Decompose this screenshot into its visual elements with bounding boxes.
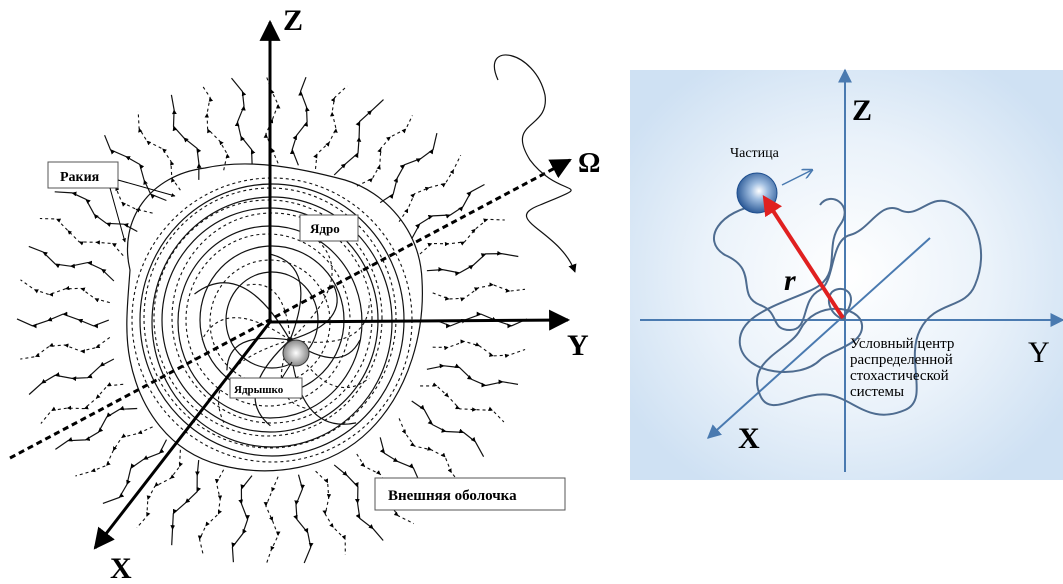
particle-label: Частица bbox=[730, 146, 780, 161]
field-line bbox=[16, 311, 110, 329]
field-line bbox=[197, 469, 225, 557]
field-line bbox=[356, 115, 413, 187]
field-line bbox=[231, 77, 256, 165]
field-line bbox=[39, 217, 124, 256]
yadryshko-callout: Ядрышко bbox=[229, 361, 303, 399]
field-lines bbox=[16, 74, 528, 566]
radius-label: r bbox=[784, 264, 796, 297]
field-line bbox=[201, 84, 230, 171]
field-line bbox=[170, 460, 202, 546]
field-line bbox=[28, 358, 115, 395]
nucleolus bbox=[282, 339, 310, 367]
radius-vector bbox=[762, 194, 845, 320]
field-line bbox=[426, 250, 519, 276]
field-line bbox=[20, 336, 111, 360]
internal-loop bbox=[289, 339, 370, 389]
r-axis-z-label: Z bbox=[852, 94, 872, 127]
internal-loop bbox=[289, 301, 370, 343]
field-line bbox=[333, 464, 384, 541]
right-background bbox=[630, 70, 1063, 480]
svg-text:Ракия: Ракия bbox=[60, 170, 100, 185]
field-line bbox=[136, 449, 183, 529]
field-line bbox=[426, 363, 519, 388]
r-axis-x-line bbox=[706, 237, 931, 439]
field-line bbox=[263, 476, 281, 566]
field-line bbox=[263, 74, 281, 164]
omega-squiggle bbox=[493, 54, 577, 273]
internal-loop bbox=[289, 285, 338, 341]
field-line bbox=[75, 426, 153, 477]
particle-velocity-arrow bbox=[781, 170, 812, 186]
trajectory-center-loop bbox=[827, 287, 852, 321]
field-line bbox=[315, 470, 346, 555]
svg-text:системы: системы bbox=[850, 384, 904, 400]
field-line bbox=[432, 282, 526, 302]
center-label: Условный центр распределенной стохастиче… bbox=[850, 336, 954, 400]
internal-loop bbox=[270, 253, 302, 341]
axis-y-label: Y bbox=[567, 329, 589, 362]
right-diagram: Z Y X Частица r Условный центр распредел… bbox=[630, 68, 1063, 480]
field-line bbox=[419, 218, 505, 255]
rakiya-callout: Ракия bbox=[47, 161, 176, 243]
axis-y-line bbox=[269, 309, 571, 331]
field-line bbox=[420, 382, 505, 423]
internal-loop bbox=[289, 236, 333, 341]
field-line bbox=[54, 191, 138, 233]
stochastic-trajectory bbox=[713, 198, 983, 416]
field-line bbox=[313, 85, 348, 169]
internal-loop bbox=[226, 337, 291, 371]
field-line bbox=[333, 99, 384, 176]
field-line bbox=[170, 94, 202, 180]
axis-omega-line bbox=[9, 158, 572, 460]
field-line bbox=[411, 183, 485, 240]
internal-loop bbox=[194, 282, 291, 341]
axis-z-label: Z bbox=[283, 4, 303, 37]
r-axis-y-label: Y bbox=[1028, 336, 1050, 369]
r-axis-x-label: X bbox=[738, 422, 760, 455]
svg-text:стохастической: стохастической bbox=[850, 368, 949, 384]
nucleus-outline bbox=[126, 163, 423, 472]
yadro-callout: Ядро bbox=[299, 214, 359, 242]
field-line bbox=[20, 279, 110, 304]
field-line bbox=[379, 132, 438, 204]
field-line bbox=[398, 418, 462, 485]
svg-text:распределенной: распределенной bbox=[850, 352, 953, 368]
field-line bbox=[102, 439, 168, 504]
outer-shell-callout: Внешняя оболочка bbox=[374, 477, 566, 511]
svg-text:Внешняя оболочка: Внешняя оболочка bbox=[388, 488, 517, 504]
svg-text:Ядро: Ядро bbox=[310, 221, 340, 236]
field-line bbox=[434, 311, 528, 329]
axis-x-label: X bbox=[110, 552, 132, 584]
field-line bbox=[289, 76, 310, 166]
internal-loop bbox=[201, 317, 291, 341]
field-line bbox=[398, 154, 462, 223]
field-line bbox=[293, 474, 314, 564]
field-line bbox=[28, 245, 115, 282]
left-diagram: Z Y X Ω Ракия Ядро Ядрышко Внешняя оболо… bbox=[9, 4, 600, 584]
axis-omega-label: Ω bbox=[578, 148, 600, 179]
field-line bbox=[356, 453, 415, 525]
field-line bbox=[55, 405, 138, 450]
field-line bbox=[231, 475, 253, 563]
axis-x-line bbox=[93, 321, 272, 550]
field-line bbox=[432, 339, 526, 359]
svg-text:Ядрышко: Ядрышко bbox=[234, 384, 284, 396]
internal-loop bbox=[280, 339, 306, 409]
field-line bbox=[40, 382, 124, 424]
svg-text:Условный центр: Условный центр bbox=[850, 336, 954, 352]
internal-loop bbox=[246, 283, 291, 341]
